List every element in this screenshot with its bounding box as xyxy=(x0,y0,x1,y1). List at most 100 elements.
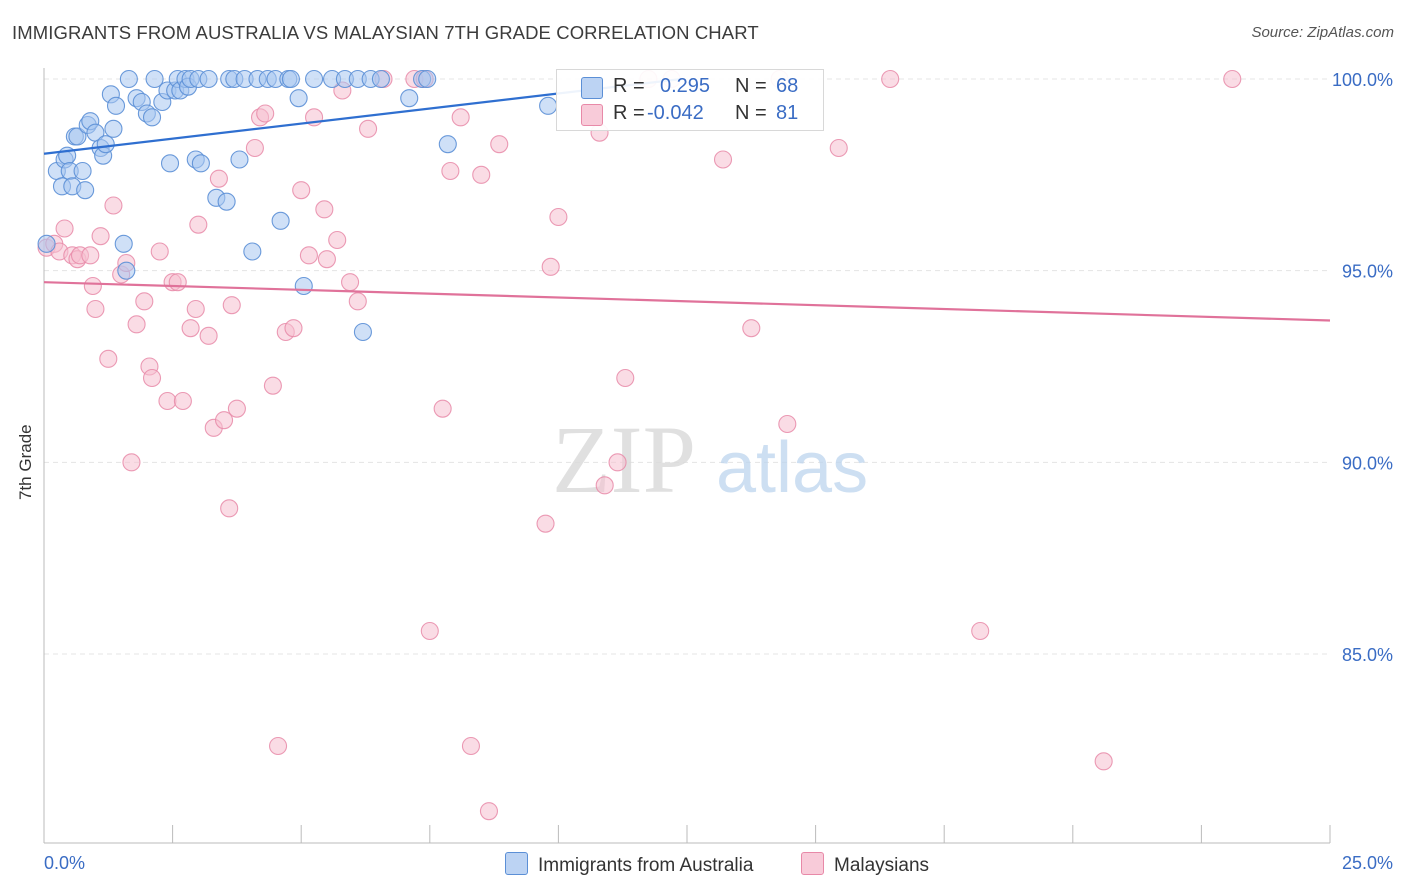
legend-n-label: N = xyxy=(735,75,767,97)
malaysians-point xyxy=(441,161,460,181)
malaysians-point xyxy=(55,219,74,238)
legend-r-label: R = xyxy=(613,75,645,97)
watermark-atlas: atlas xyxy=(716,428,868,508)
australia-point xyxy=(281,69,300,89)
australia-point xyxy=(199,69,218,89)
malaysians-point xyxy=(451,108,470,127)
malaysians-point xyxy=(150,242,169,261)
malaysians-point xyxy=(713,150,733,169)
malaysians-point xyxy=(536,514,555,533)
malaysians-point xyxy=(1223,69,1242,89)
malaysians-point xyxy=(173,391,192,411)
malaysians-point xyxy=(86,299,105,319)
australia-point xyxy=(400,89,419,108)
malaysians-point xyxy=(186,299,205,319)
legend-swatch-blue xyxy=(505,852,528,875)
malaysians-point xyxy=(292,181,311,200)
malaysians-point xyxy=(317,250,336,269)
legend-r-value: 0.295 xyxy=(660,75,711,97)
y-tick-label: 95.0% xyxy=(1342,262,1393,282)
malaysians-point xyxy=(608,453,627,472)
malaysians-point xyxy=(245,138,264,158)
malaysians-point xyxy=(490,135,509,154)
malaysians-point xyxy=(263,376,282,395)
malaysians-trend-line xyxy=(43,281,1331,322)
malaysians-point xyxy=(127,315,146,334)
malaysians-point xyxy=(359,119,378,138)
malaysians-point xyxy=(461,736,481,756)
malaysians-point xyxy=(348,292,367,311)
malaysians-point xyxy=(549,207,568,227)
australia-point xyxy=(217,192,236,211)
australia-point xyxy=(289,89,308,108)
australia-point xyxy=(243,242,262,261)
malaysians-point xyxy=(99,349,118,368)
malaysians-point xyxy=(135,292,154,311)
malaysians-point xyxy=(168,273,187,292)
australia-point xyxy=(104,119,123,138)
correlation-legend: R = 0.295 N = 68 R = -0.042 N = 81 xyxy=(556,69,824,131)
y-tick-label: 100.0% xyxy=(1332,70,1393,90)
australia-point xyxy=(438,135,457,154)
legend-item-australia[interactable]: Immigrants from Australia xyxy=(505,852,753,877)
australia-point xyxy=(114,234,133,253)
malaysians-point xyxy=(881,69,900,89)
australia-point xyxy=(37,234,56,253)
malaysians-point xyxy=(433,399,452,418)
malaysians-point xyxy=(181,319,200,338)
australia-point xyxy=(106,96,126,115)
australia-points xyxy=(37,69,558,342)
legend-r-label: R = xyxy=(613,102,645,124)
legend-item-malaysians[interactable]: Malaysians xyxy=(801,852,929,877)
australia-point xyxy=(271,211,290,230)
legend-r-value: -0.042 xyxy=(647,102,704,124)
legend-n-value: 68 xyxy=(776,75,799,97)
australia-point xyxy=(160,154,180,173)
legend-label-australia: Immigrants from Australia xyxy=(538,855,754,876)
australia-point xyxy=(145,69,164,89)
australia-point xyxy=(294,276,313,296)
legend-label-malaysians: Malaysians xyxy=(834,855,930,876)
australia-point xyxy=(191,154,210,173)
legend-n-value: 81 xyxy=(776,102,799,124)
australia-point xyxy=(371,69,390,89)
legend-swatch-pink xyxy=(581,104,603,126)
australia-point xyxy=(117,261,136,280)
malaysians-point xyxy=(227,399,246,418)
malaysians-point xyxy=(256,104,275,123)
australia-point xyxy=(68,127,87,146)
malaysians-point xyxy=(595,476,614,495)
malaysians-point xyxy=(742,319,761,338)
malaysians-point xyxy=(299,246,318,265)
australia-point xyxy=(539,96,558,115)
malaysians-point xyxy=(1094,752,1113,771)
malaysians-point xyxy=(214,411,234,430)
malaysians-point xyxy=(122,453,141,472)
legend-swatch-blue xyxy=(581,77,603,99)
australia-point xyxy=(418,69,437,89)
australia-point xyxy=(353,322,372,342)
legend-row-malaysians: R = -0.042 N = 81 xyxy=(557,101,823,127)
malaysians-point xyxy=(315,200,334,219)
malaysians-point xyxy=(269,736,288,756)
malaysians-point xyxy=(209,169,228,188)
malaysians-point xyxy=(142,368,162,388)
malaysians-point xyxy=(104,196,123,215)
malaysians-point xyxy=(83,276,102,296)
source-credit: Source: ZipAtlas.com xyxy=(1251,24,1394,41)
malaysians-point xyxy=(479,802,499,821)
malaysians-point xyxy=(158,391,177,411)
x-tick-label-max: 25.0% xyxy=(1342,853,1393,873)
legend-row-australia: R = 0.295 N = 68 xyxy=(557,74,823,100)
malaysians-point xyxy=(971,621,990,641)
malaysians-point xyxy=(616,368,635,388)
axes xyxy=(43,68,1331,844)
watermark: ZIP atlas xyxy=(552,406,868,513)
malaysians-point xyxy=(199,326,218,345)
malaysians-point xyxy=(91,227,110,246)
malaysians-point xyxy=(341,273,360,292)
malaysians-point xyxy=(189,215,208,234)
legend-swatch-pink xyxy=(801,852,824,875)
malaysians-point xyxy=(472,165,491,184)
